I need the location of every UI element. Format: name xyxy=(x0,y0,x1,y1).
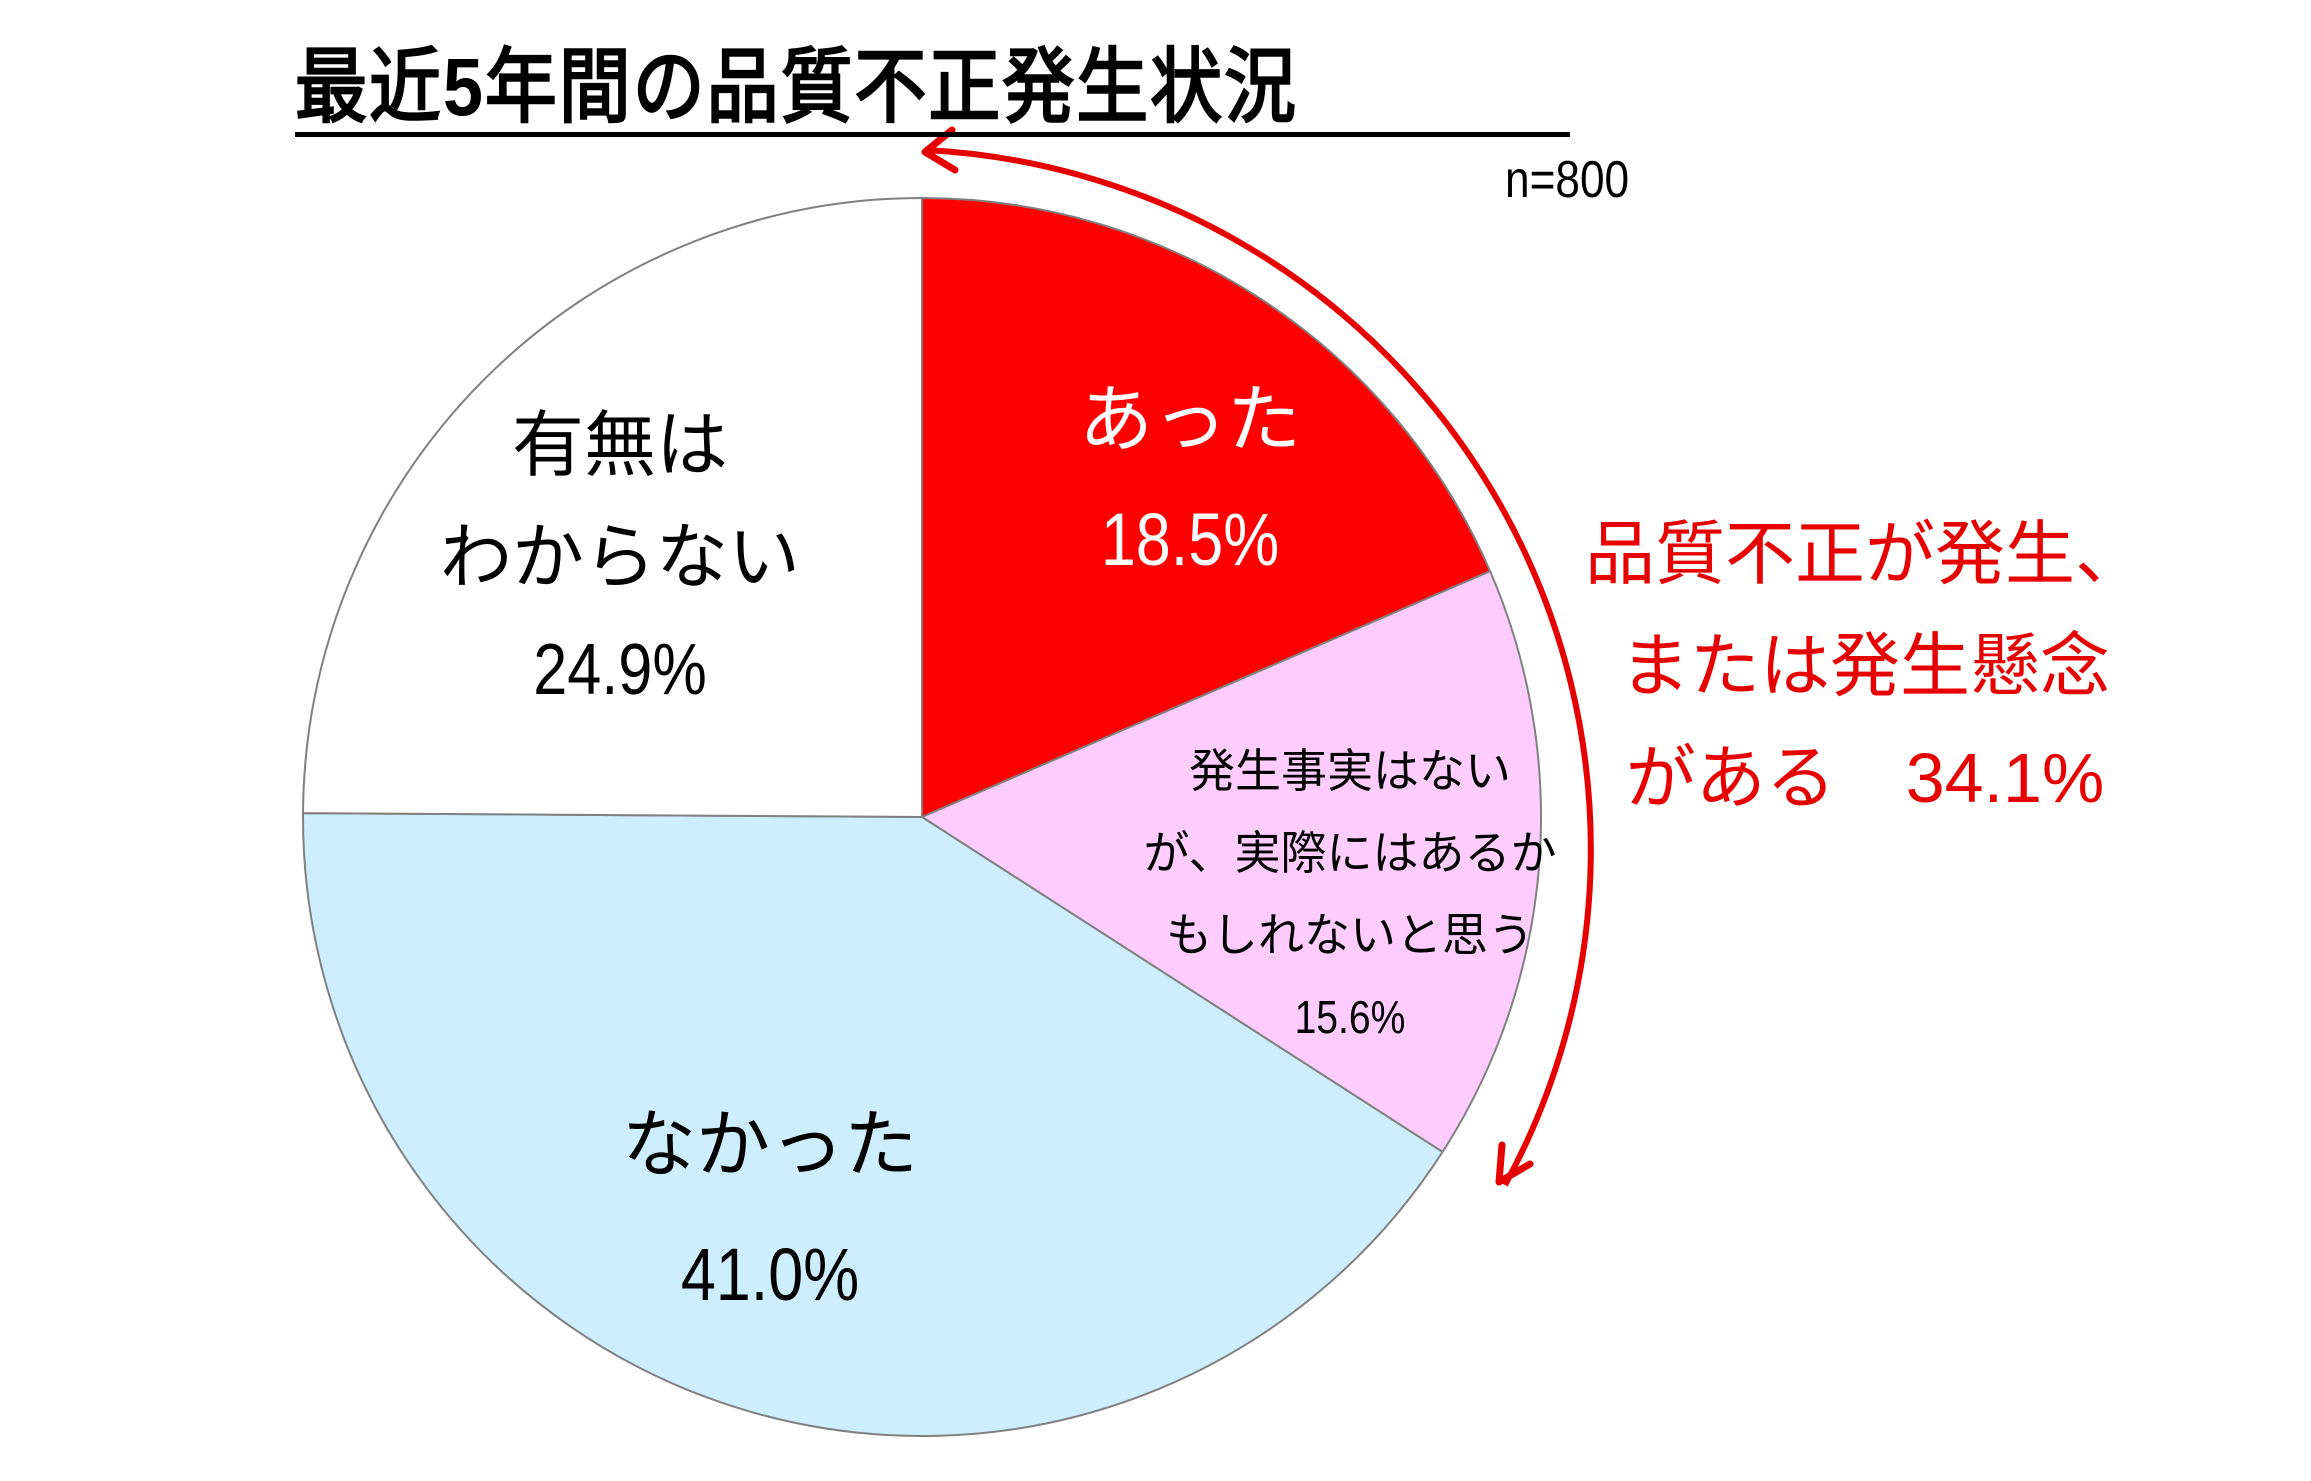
slice-label-text-3: もしれないと思う xyxy=(1166,909,1534,961)
slice-label-text: なかった xyxy=(622,1103,918,1186)
callout-line-2: または発生懸念 xyxy=(1620,627,2110,705)
bracket-arrow xyxy=(921,126,1594,1187)
callout-line-3: がある 34.1% xyxy=(1625,739,2105,817)
pie-slice-1 xyxy=(919,569,1542,1154)
slice-label-text-1: 有無は xyxy=(511,406,728,486)
slice-label-text-2: わからない xyxy=(439,518,800,598)
arc-arrow-line xyxy=(924,147,1594,1187)
chart-title: 最近5年間の品質不正発生状況 xyxy=(295,42,1298,133)
slice-label-blue: なかった 41.0% xyxy=(560,1080,980,1340)
slice-label-red: あった 18.5% xyxy=(1050,360,1330,600)
slice-label-text: あった xyxy=(1079,378,1301,461)
annotation-callout: 品質不正が発生、 または発生懸念 がある 34.1% xyxy=(1585,498,2145,834)
slice-label-pink: 発生事実はない が、実際にはあるか もしれないと思う 15.6% xyxy=(1070,730,1630,1058)
pie-slice-2 xyxy=(302,812,1444,1437)
slice-label-text-2: が、実際にはあるか xyxy=(1143,827,1557,879)
slice-label-value: 18.5% xyxy=(1100,498,1280,581)
pie-slice-0 xyxy=(921,196,1492,819)
title-underline xyxy=(295,132,1570,137)
slice-label-text-1: 発生事実はない xyxy=(1189,745,1511,797)
callout-line-1: 品質不正が発生、 xyxy=(1585,515,2145,593)
arrow-head-top-icon xyxy=(921,126,959,174)
slice-label-value: 41.0% xyxy=(680,1233,860,1316)
arrow-head-bottom-icon xyxy=(1495,1141,1534,1186)
slice-label-white: 有無は わからない 24.9% xyxy=(390,390,850,726)
slice-label-value: 15.6% xyxy=(1294,991,1406,1043)
pie-slices xyxy=(302,196,1542,1437)
sample-size-label: n=800 xyxy=(1505,151,1630,209)
slice-label-value: 24.9% xyxy=(533,630,707,710)
pie-slice-3 xyxy=(302,196,923,819)
